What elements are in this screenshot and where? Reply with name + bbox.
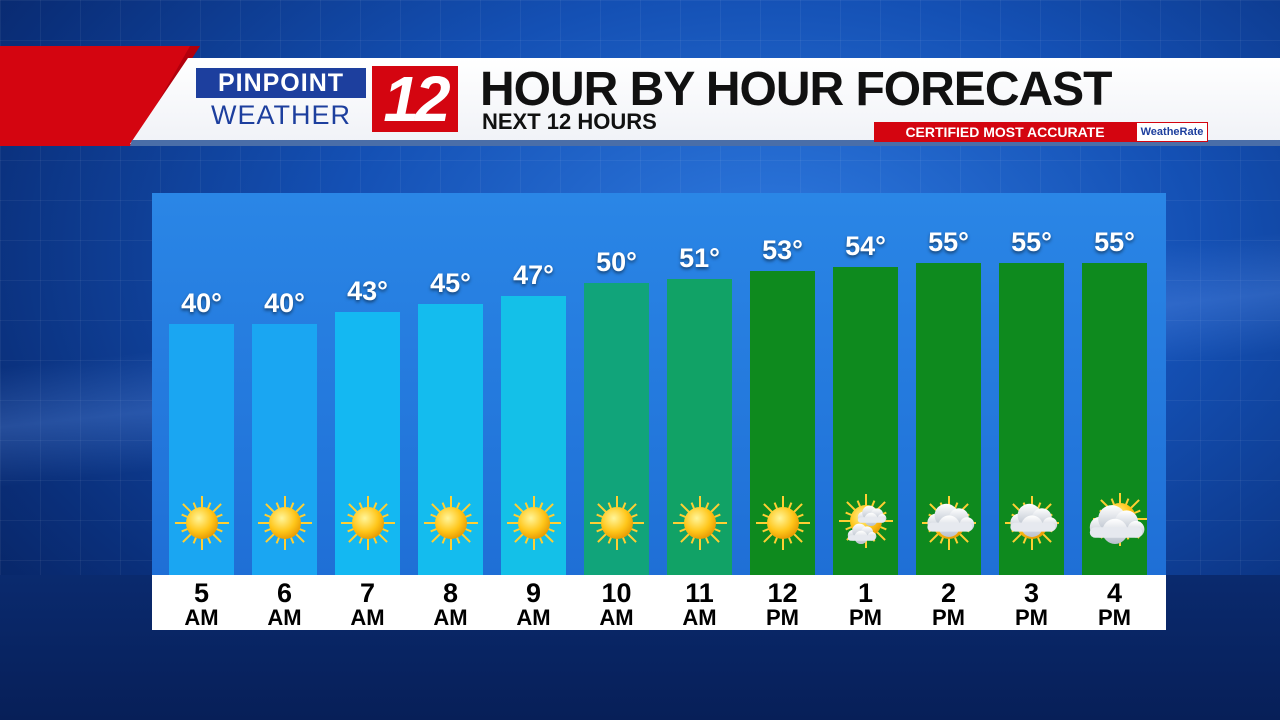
temperature-label: 40° [264, 288, 305, 318]
temperature-bar-chart: 40° 40° 43° 45° 47° 50° 51° 53° 54° 55° 55° 55° [152, 193, 1166, 575]
hour-axis: 5 AM 6 AM 7 AM 8 AM 9 AM 10 AM 11 AM 12 PM 1 PM 2 PM 3 PM 4 PM [152, 575, 1166, 630]
logo-pinpoint-text: PINPOINT [196, 68, 366, 98]
hour-period: AM [516, 605, 551, 630]
hour-period: PM [766, 605, 799, 630]
hour-tick-label: 6 AM [244, 579, 326, 629]
sunny-icon [416, 493, 486, 553]
sunny-icon [250, 493, 320, 553]
hour-number: 2 [940, 578, 957, 608]
sunny-icon [748, 493, 818, 553]
hour-number: 8 [442, 578, 459, 608]
temperature-label: 53° [762, 235, 803, 266]
hour-number: 4 [1106, 578, 1123, 608]
hour-number: 10 [601, 578, 632, 608]
partly-cloudy-icon [914, 493, 984, 553]
temperature-label: 45° [430, 267, 471, 298]
mostly-cloudy-icon [1080, 492, 1150, 553]
hour-period: AM [267, 605, 302, 630]
temperature-label: 55° [1011, 227, 1052, 257]
page-title: HOUR BY HOUR FORECAST [480, 63, 1112, 116]
hour-tick-label: 9 AM [493, 579, 575, 629]
temperature-label: 51° [679, 243, 720, 274]
page-subtitle: NEXT 12 HOURS [482, 109, 657, 134]
certifier-logo: WeatheRate [1136, 122, 1208, 142]
station-logo: PINPOINT WEATHER [196, 68, 366, 132]
temperature-label: 54° [845, 231, 886, 262]
hour-period: PM [932, 605, 965, 630]
hour-tick-label: 3 PM [991, 579, 1073, 629]
hour-period: PM [1098, 605, 1131, 630]
temperature-label: 50° [596, 247, 637, 278]
temperature-label: 43° [347, 275, 388, 306]
hour-tick-label: 5 AM [161, 579, 243, 629]
temperature-label: 55° [1094, 227, 1135, 257]
hour-tick-label: 2 PM [908, 579, 990, 629]
hour-period: PM [1015, 605, 1048, 630]
hour-number: 6 [276, 578, 293, 608]
hour-number: 12 [767, 578, 798, 608]
temperature-label: 40° [181, 288, 222, 318]
logo-weather-text: WEATHER [211, 100, 351, 130]
sunny-icon [333, 493, 403, 553]
hour-number: 7 [359, 578, 376, 608]
hour-period: AM [184, 605, 219, 630]
hour-number: 11 [685, 578, 714, 608]
sunny-icon [665, 493, 735, 553]
partly-cloudy-icon [997, 493, 1067, 553]
hour-number: 9 [525, 578, 542, 608]
hour-tick-label: 12 PM [742, 579, 824, 629]
logo-channel-number: 12 [372, 66, 458, 132]
hour-period: AM [350, 605, 385, 630]
hour-tick-label: 10 AM [576, 579, 658, 629]
hour-period: AM [433, 605, 468, 630]
header-banner-shadow [130, 140, 1280, 146]
hour-number: 3 [1023, 578, 1040, 608]
hour-number: 1 [857, 578, 874, 608]
hour-tick-label: 7 AM [327, 579, 409, 629]
hour-number: 5 [193, 578, 210, 608]
temperature-label: 47° [513, 259, 554, 290]
hour-tick-label: 11 AM [659, 579, 741, 629]
mostly-sunny-icon [831, 493, 901, 553]
sunny-icon [582, 493, 652, 553]
hour-tick-label: 1 PM [825, 579, 907, 629]
hour-tick-label: 8 AM [410, 579, 492, 629]
hour-period: PM [849, 605, 882, 630]
hour-period: AM [682, 605, 717, 630]
hour-period: AM [599, 605, 634, 630]
sunny-icon [499, 493, 569, 553]
hour-tick-label: 4 PM [1074, 579, 1156, 629]
certified-badge: CERTIFIED MOST ACCURATE [874, 122, 1136, 142]
sunny-icon [167, 493, 237, 553]
temperature-label: 55° [928, 227, 969, 257]
